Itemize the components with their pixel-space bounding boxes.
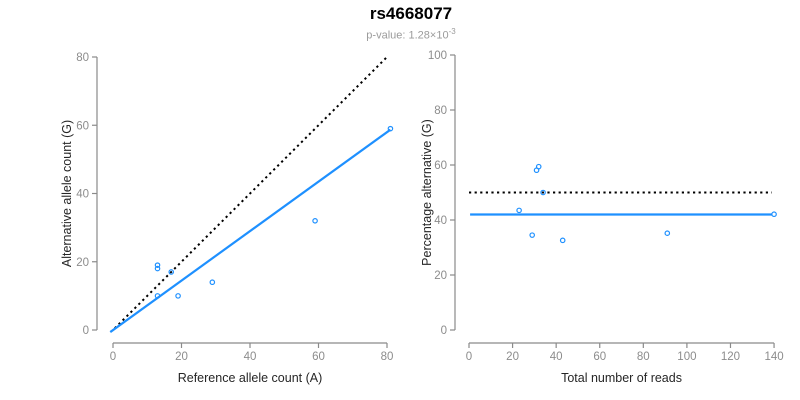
x-tick-label: 60: [312, 351, 325, 363]
regression-line: [109, 128, 392, 333]
x-tick-label: 20: [175, 351, 188, 363]
y-tick-label: 60: [434, 160, 447, 172]
y-axis-title: Alternative allele count (G): [60, 120, 74, 267]
y-tick-label: 100: [428, 50, 447, 62]
y-tick-label: 40: [76, 189, 89, 201]
x-tick-label: 100: [677, 351, 696, 363]
percentage-vs-reads-scatter: 0 20 40 60 80 100 120 140 Total number of reads 0…: [420, 50, 784, 385]
allele-counts-scatter: 0 20 40 60 80 Reference allele count (A) 0 20 40…: [60, 52, 393, 385]
plot-header: rs4668077 p-value: 1.28×10-3: [11, 4, 800, 42]
x-tick-label: 140: [764, 351, 783, 363]
y-tick-label: 0: [441, 325, 447, 337]
x-tick-label: 40: [244, 351, 257, 363]
x-tick-label: 80: [637, 351, 650, 363]
x-tick-label: 0: [110, 351, 116, 363]
pvalue-prefix: p-value:: [366, 29, 409, 42]
page-title: rs4668077: [369, 4, 453, 23]
x-tick-label: 80: [381, 351, 394, 363]
y-axis-title: Percentage alternative (G): [420, 119, 434, 266]
data-point: [529, 232, 535, 238]
data-point: [312, 218, 318, 224]
data-point: [154, 293, 161, 299]
x-tick-label: 40: [550, 351, 563, 363]
x-tick-label: 20: [506, 351, 519, 363]
x-tick-label: 60: [593, 351, 606, 363]
data-point: [209, 279, 216, 286]
y-tick-label: 20: [434, 270, 447, 282]
data-point: [168, 269, 175, 275]
x-tick-label: 0: [466, 351, 472, 363]
pvalue-subtitle: p-value: 1.28×10-3: [11, 27, 800, 42]
y-tick-label: 20: [76, 257, 89, 269]
y-tick-label: 80: [434, 105, 447, 117]
x-axis-title: Total number of reads: [561, 371, 682, 385]
y-tick-label: 80: [76, 52, 89, 64]
data-point: [516, 207, 522, 214]
identity-line: [114, 54, 390, 330]
y-tick-label: 60: [76, 120, 89, 132]
data-point: [559, 237, 566, 244]
x-tick-label: 120: [721, 351, 740, 363]
data-point: [533, 167, 540, 174]
y-tick-label: 0: [83, 325, 89, 337]
data-point: [154, 262, 161, 268]
data-point: [664, 230, 671, 237]
pvalue-base: 1.28×10: [408, 29, 449, 42]
data-point: [387, 125, 394, 132]
y-tick-label: 40: [434, 215, 447, 227]
data-point: [540, 189, 546, 196]
pvalue-exponent: -3: [448, 26, 456, 36]
data-point: [771, 211, 777, 218]
data-point: [154, 265, 161, 272]
x-axis-title: Reference allele count (A): [178, 371, 323, 385]
data-point: [175, 293, 181, 299]
